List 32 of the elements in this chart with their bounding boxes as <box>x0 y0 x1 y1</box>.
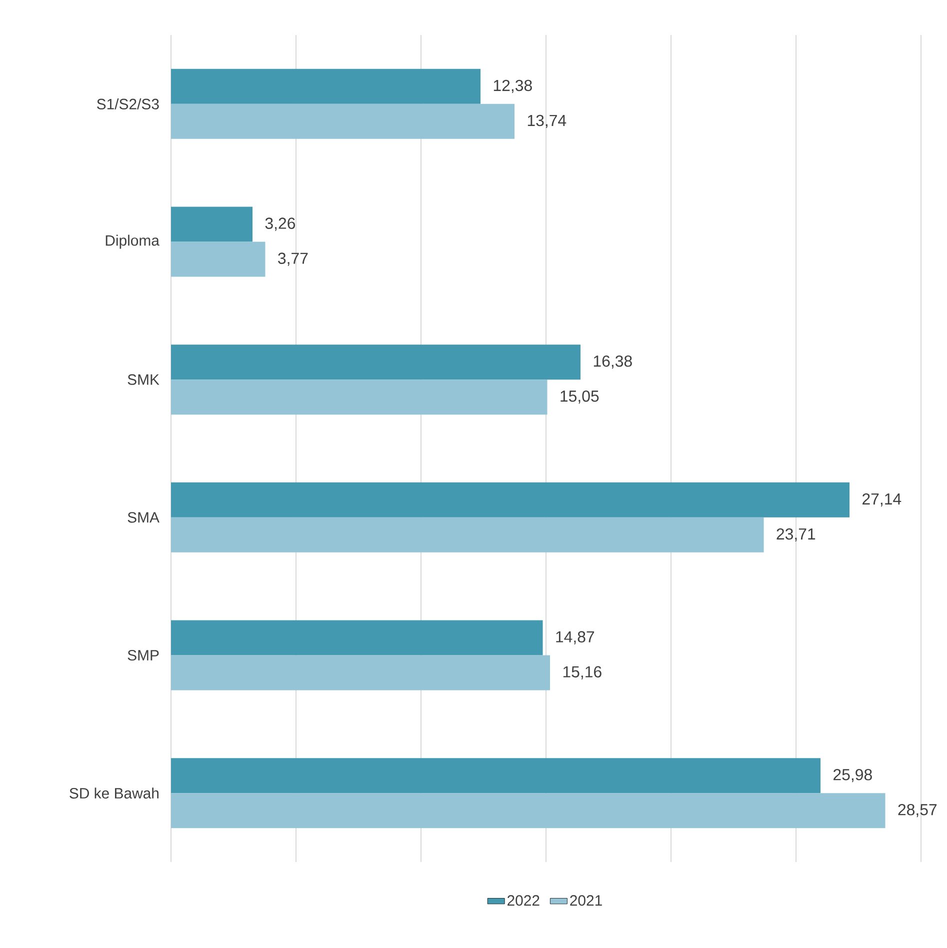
data-label: 28,57 <box>898 804 937 818</box>
y-tick-label: Diploma <box>106 234 160 249</box>
data-label: 27,14 <box>862 493 902 506</box>
data-label: 3,26 <box>265 218 296 231</box>
legend-label: 2021 <box>570 895 602 906</box>
data-label: 13,74 <box>528 114 566 128</box>
data-label: 14,87 <box>556 631 594 644</box>
data-label: 15,16 <box>563 666 602 680</box>
y-tick-label: SMA <box>128 512 160 523</box>
bar <box>171 655 550 690</box>
bar <box>171 758 821 794</box>
data-label: 25,98 <box>834 769 872 782</box>
y-tick-label: SD ke Bawah <box>70 788 158 799</box>
bar <box>171 380 548 415</box>
data-label: 15,05 <box>560 390 599 404</box>
bar <box>171 344 581 380</box>
data-label: 12,38 <box>494 80 532 93</box>
legend-label: 2022 <box>508 895 540 906</box>
bar <box>171 242 266 277</box>
bar <box>171 206 253 242</box>
bar <box>171 620 543 656</box>
bar <box>171 104 515 139</box>
bar <box>171 793 886 828</box>
y-tick-label: SMP <box>128 650 159 661</box>
bar <box>171 517 764 552</box>
data-label: 3,77 <box>278 252 308 266</box>
bar <box>171 68 481 104</box>
data-label: 23,71 <box>776 528 816 542</box>
bar <box>171 482 850 518</box>
y-tick-label: SMK <box>128 374 160 385</box>
y-tick-label: S1/S2/S3 <box>97 98 159 110</box>
data-label: 16,38 <box>594 355 632 369</box>
